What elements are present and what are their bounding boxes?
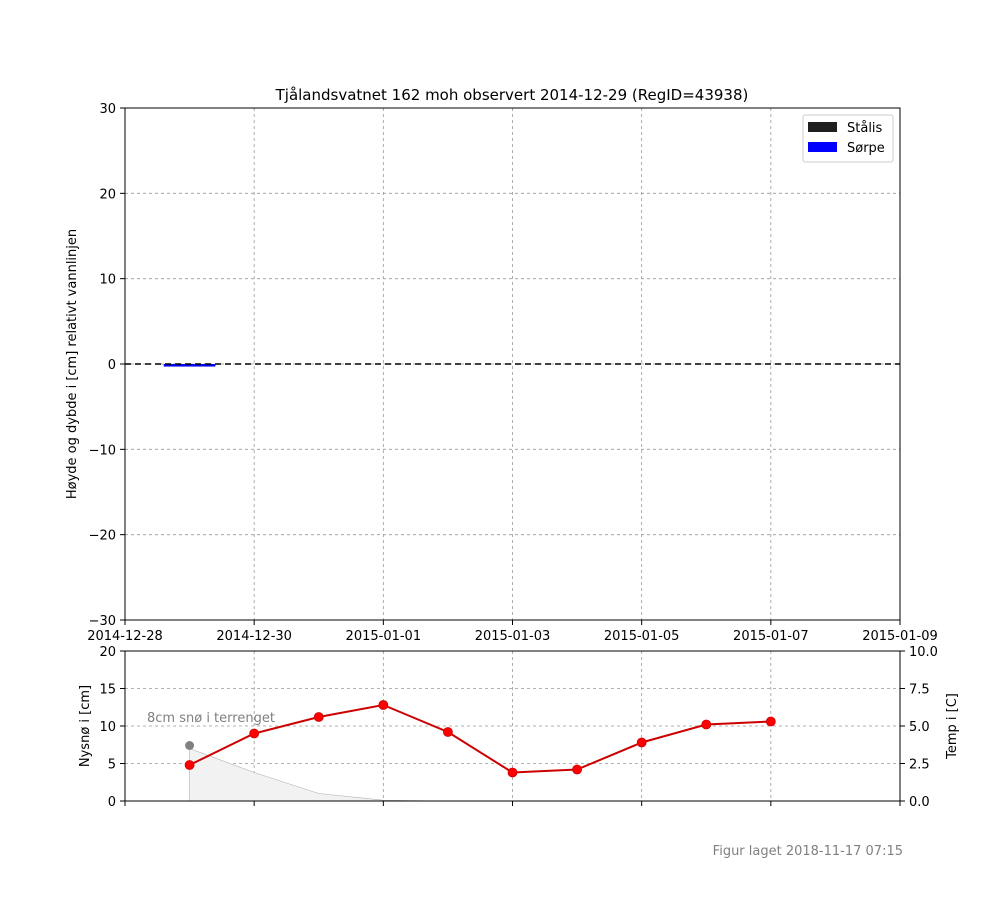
temp-y-label: Temp i [C] (945, 693, 960, 760)
ice-chart-x-tick-label: 2015-01-01 (346, 629, 422, 644)
snow-area-layer (185, 741, 448, 802)
footer-timestamp: Figur laget 2018-11-17 07:15 (713, 844, 903, 859)
legend-label-stalis: Stålis (847, 121, 883, 136)
ice-chart-x-tick-label: 2015-01-07 (733, 629, 809, 644)
ice-chart-x-ticks: 2014-12-28 2014-12-30 2015-01-01 2015-01-03… (87, 620, 938, 644)
snow-y-tick-label: 20 (99, 645, 116, 660)
temperature-point (443, 727, 453, 737)
temperature-point (636, 737, 647, 748)
snow-y-label: Nysnø i [cm] (78, 685, 93, 767)
legend-swatch-stalis (808, 122, 837, 132)
ice-chart-x-tick-label: 2015-01-03 (475, 629, 551, 644)
ice-chart-y-ticks: 30 20 10 0 −10 −20 −30 (89, 102, 125, 629)
temperature-point (765, 716, 776, 727)
snow-y-ticks: 0 5 10 15 20 (99, 645, 125, 810)
temperature-point (378, 700, 389, 710)
ice-chart-marks (125, 363, 900, 367)
temp-y-ticks: 0.0 2.5 5.0 7.5 10.0 (900, 645, 938, 810)
ice-chart-x-tick-label: 2014-12-30 (216, 629, 292, 644)
snow-temp-chart: 8cm snø i terrenget 0 5 10 15 20 0.0 2.5 5.0 7.… (78, 645, 960, 810)
ice-chart-y-label: Høyde og dybde i [cm] relativt vannlinje… (65, 229, 80, 499)
chart-title: Tjålandsvatnet 162 moh observert 2014-12… (275, 86, 749, 104)
temp-y-tick-label: 5.0 (909, 720, 930, 735)
temp-y-tick-label: 2.5 (909, 758, 930, 773)
snow-y-tick-label: 10 (99, 720, 116, 735)
ice-chart: Tjålandsvatnet 162 moh observert 2014-12… (65, 86, 938, 644)
snow-y-tick-label: 15 (99, 683, 116, 698)
temperature-point (701, 719, 712, 730)
temperature-point (249, 728, 260, 739)
ice-chart-grid (124, 107, 901, 621)
ice-chart-x-tick-label: 2015-01-05 (604, 629, 680, 644)
snow-y-tick-label: 0 (108, 795, 116, 810)
snow-temp-x-ticks (124, 801, 901, 806)
legend-label-sorpe: Sørpe (847, 141, 885, 156)
temperature-line (189, 703, 771, 774)
temp-y-tick-label: 10.0 (909, 645, 938, 660)
temperature-layer (184, 700, 776, 778)
ice-chart-y-tick-label: 10 (99, 273, 116, 288)
snow-depth-area (189, 748, 448, 802)
legend: Stålis Sørpe (802, 114, 894, 163)
snow-annotation: 8cm snø i terrenget (147, 711, 275, 726)
snow-y-tick-label: 5 (108, 758, 116, 773)
legend-swatch-sorpe (808, 142, 837, 152)
ice-chart-y-tick-label: −30 (89, 614, 116, 629)
ice-chart-x-tick-label: 2014-12-28 (87, 629, 163, 644)
ice-chart-y-tick-label: 30 (99, 102, 116, 117)
temp-y-tick-label: 0.0 (909, 795, 930, 810)
temperature-point (572, 764, 582, 775)
temperature-point (184, 760, 195, 770)
ice-chart-x-tick-label: 2015-01-09 (862, 629, 938, 644)
ice-chart-y-tick-label: −20 (89, 529, 116, 544)
ice-layer-bar (163, 364, 216, 367)
temperature-point (507, 767, 518, 778)
ice-chart-y-tick-label: 20 (99, 187, 116, 202)
temp-y-tick-label: 7.5 (909, 683, 930, 698)
snow-depth-point (185, 741, 195, 750)
ice-chart-y-tick-label: 0 (108, 358, 116, 373)
temperature-point (313, 712, 324, 722)
ice-chart-y-tick-label: −10 (89, 443, 116, 458)
